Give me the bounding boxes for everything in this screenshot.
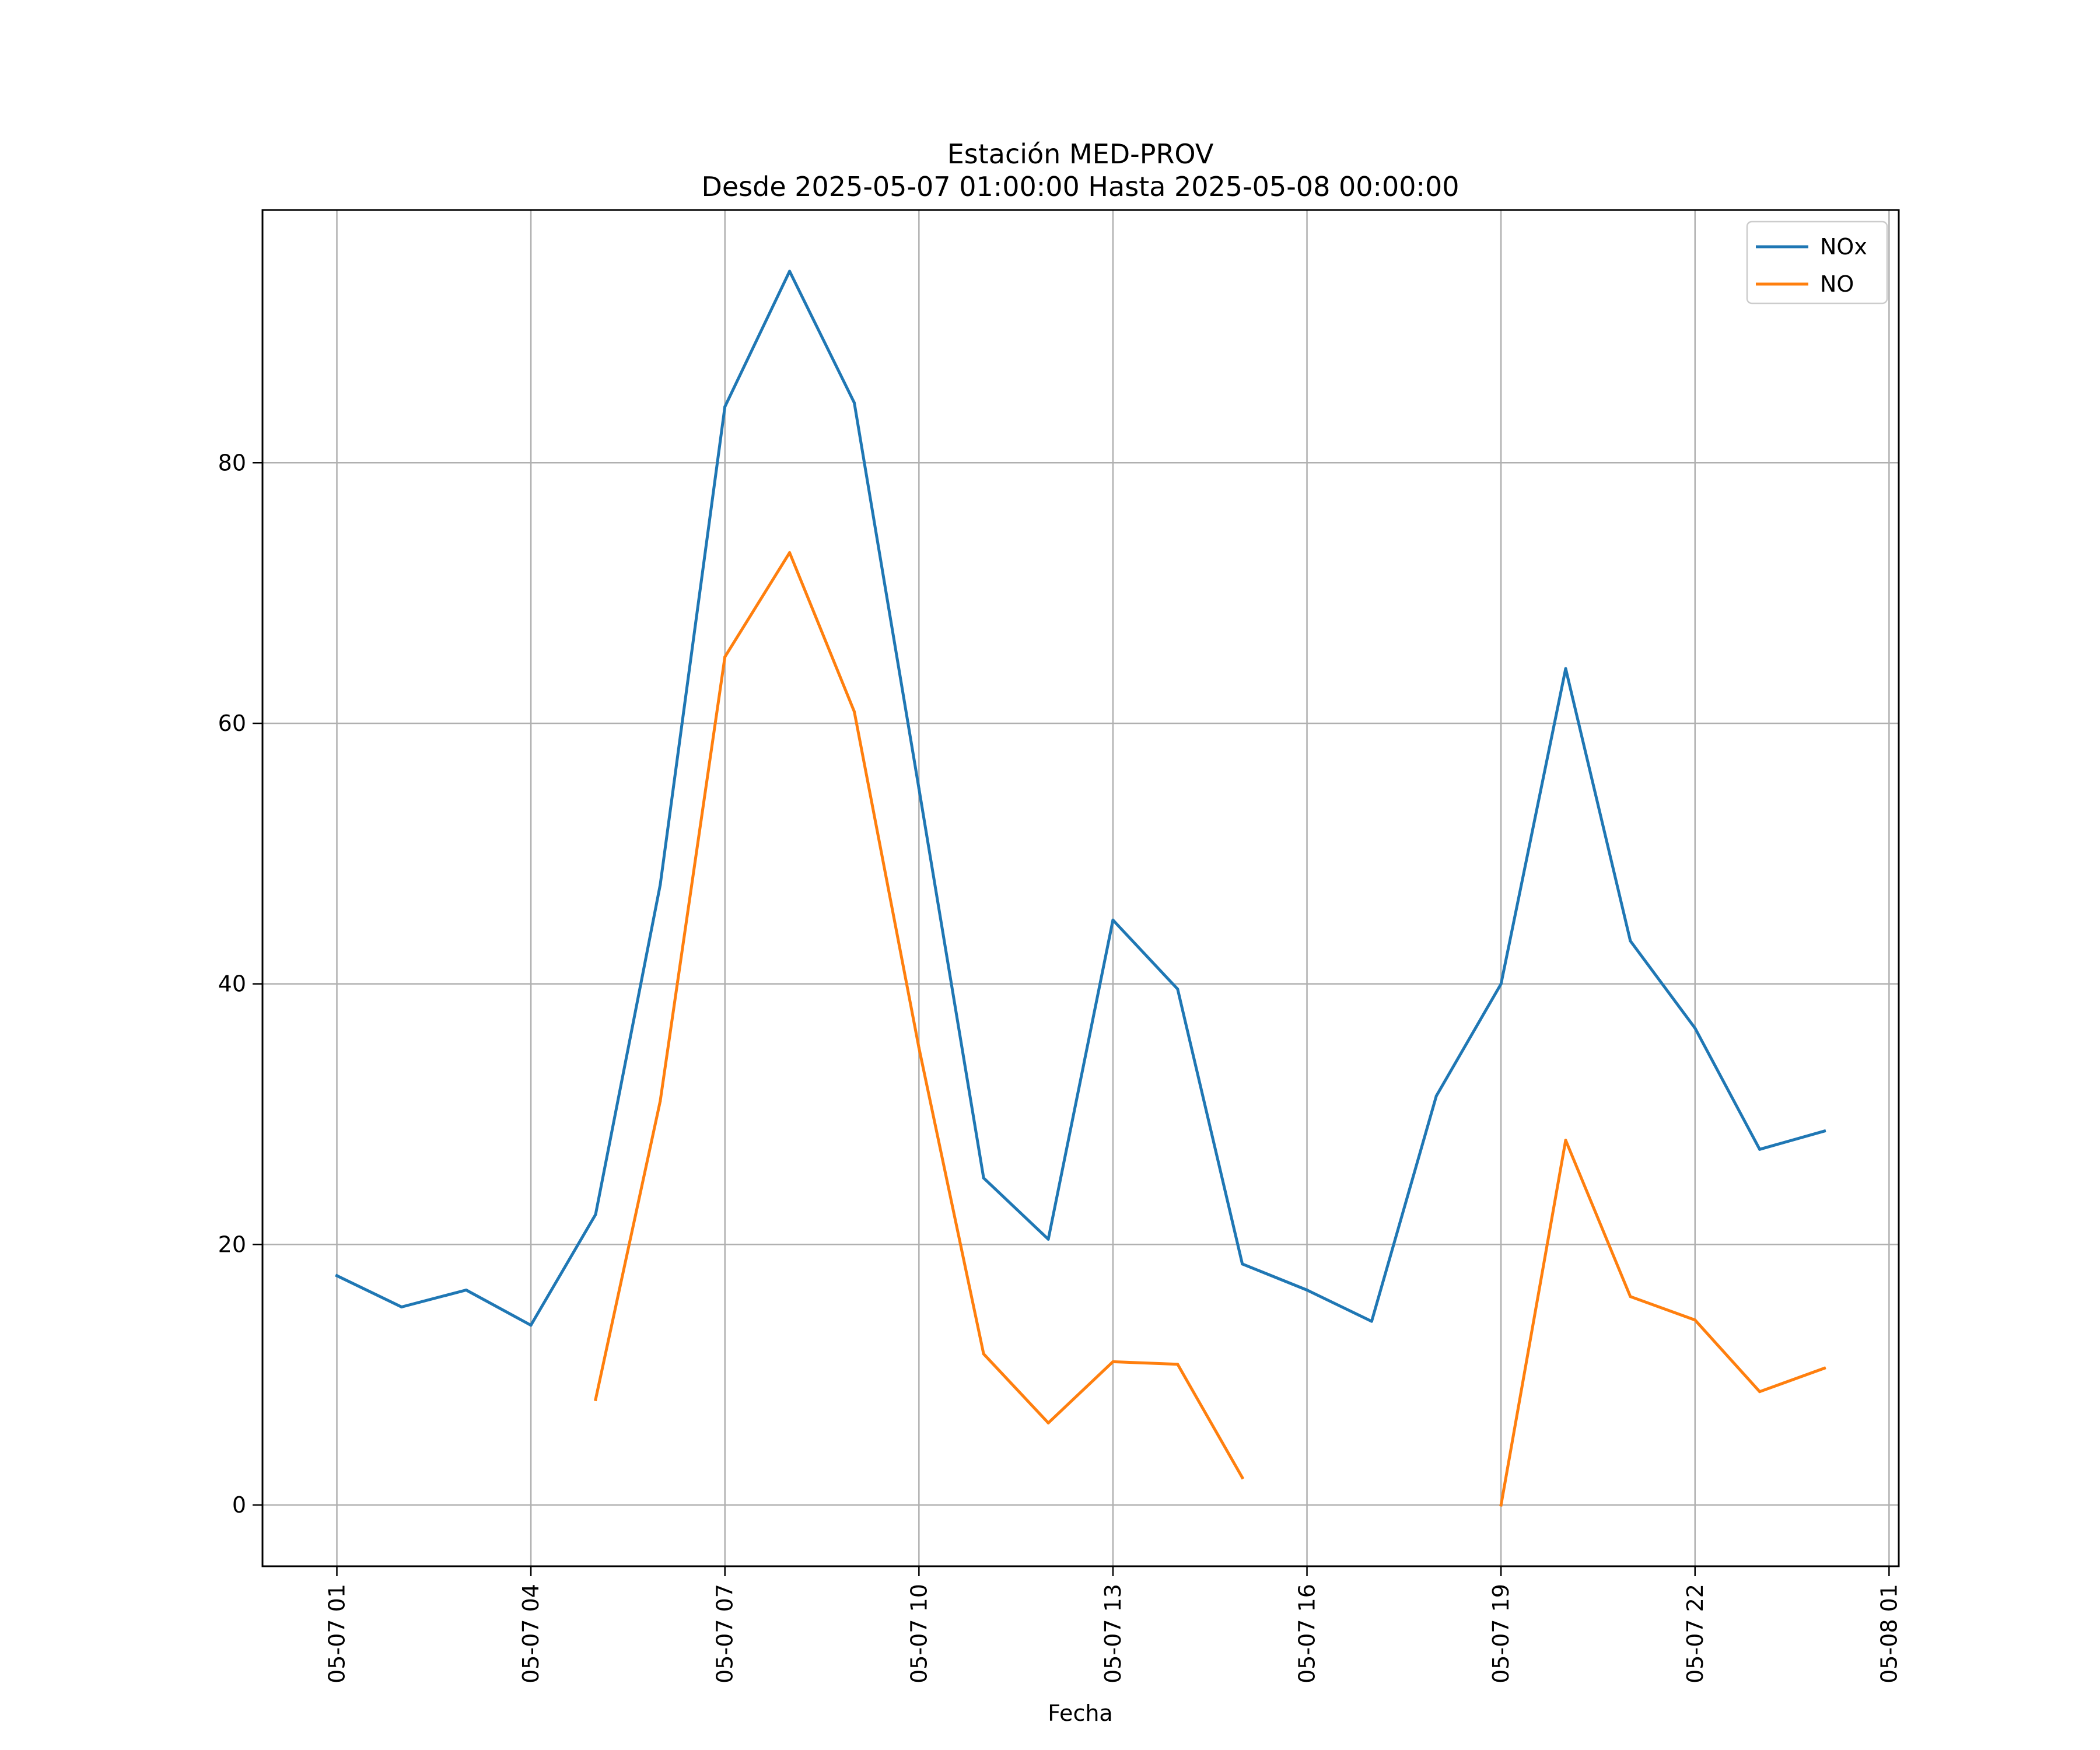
legend: NOx NO <box>1746 220 1888 304</box>
data-point-nox <box>917 787 921 790</box>
y-tick-label: 60 <box>218 710 246 736</box>
data-point-nox <box>1370 1320 1373 1323</box>
series <box>335 270 1826 1507</box>
data-point-no <box>1758 1390 1762 1394</box>
y-tick-label: 40 <box>218 971 246 997</box>
x-tick-label: 05-07 01 <box>324 1584 350 1684</box>
data-point-nox <box>1306 1289 1309 1292</box>
data-point-nox <box>335 1274 338 1278</box>
data-point-no <box>1241 1476 1244 1479</box>
x-tick-label: 05-07 07 <box>712 1584 738 1684</box>
data-point-no <box>1046 1421 1050 1424</box>
data-point-nox <box>723 405 727 408</box>
data-point-nox <box>1564 667 1567 670</box>
data-point-no <box>1111 1360 1115 1363</box>
data-point-nox <box>594 1213 597 1216</box>
data-point-no <box>1629 1295 1632 1298</box>
data-point-no <box>1693 1318 1697 1322</box>
y-tick-label: 0 <box>232 1492 246 1518</box>
ticks: 05-07 01 05-07 04 05-07 07 05-07 10 05-07 13… <box>218 450 1902 1684</box>
data-point-nox <box>852 401 856 405</box>
x-tick-label: 05-07 22 <box>1682 1584 1708 1684</box>
data-point-nox <box>1823 1129 1826 1133</box>
data-point-nox <box>1758 1147 1762 1151</box>
data-point-no <box>788 551 792 554</box>
chart-title: Estación MED-PROV <box>947 138 1214 170</box>
x-axis-label: Fecha <box>1048 1700 1112 1726</box>
x-tick-label: 05-07 04 <box>518 1584 544 1684</box>
x-tick-label: 05-07 13 <box>1100 1584 1126 1684</box>
data-point-nox <box>1176 988 1180 991</box>
data-point-nox <box>982 1176 985 1180</box>
data-point-no <box>659 1100 662 1103</box>
legend-label-nox: NOx <box>1820 234 1867 260</box>
x-tick-label: 05-07 19 <box>1488 1584 1514 1684</box>
data-point-no <box>982 1352 985 1356</box>
series-line-nox <box>335 270 1826 1327</box>
data-point-nox <box>1434 1094 1438 1098</box>
chart-subtitle: Desde 2025-05-07 01:00:00 Hasta 2025-05-… <box>701 171 1459 202</box>
data-point-no <box>1176 1363 1180 1366</box>
data-point-nox <box>1499 982 1503 986</box>
data-point-nox <box>788 270 792 273</box>
data-point-no <box>1564 1139 1567 1142</box>
data-point-nox <box>1629 939 1632 943</box>
data-point-nox <box>1241 1262 1244 1266</box>
data-point-nox <box>1693 1027 1697 1030</box>
data-point-no <box>917 1046 921 1049</box>
legend-label-no: NO <box>1820 271 1854 297</box>
data-point-no <box>594 1398 597 1401</box>
data-point-nox <box>659 883 662 887</box>
x-tick-label: 05-08 01 <box>1876 1584 1902 1684</box>
data-point-nox <box>464 1289 468 1292</box>
x-tick-label: 05-07 16 <box>1294 1584 1320 1684</box>
grid <box>262 210 1899 1566</box>
data-point-no <box>852 710 856 713</box>
x-tick-label: 05-07 10 <box>906 1584 932 1684</box>
data-point-no <box>723 655 727 659</box>
data-point-nox <box>529 1324 533 1327</box>
series-line-no <box>1499 1139 1826 1507</box>
y-tick-label: 80 <box>218 450 246 475</box>
data-point-nox <box>1046 1237 1050 1241</box>
data-point-no <box>1499 1503 1503 1507</box>
data-point-nox <box>400 1306 403 1309</box>
y-tick-label: 20 <box>218 1231 246 1257</box>
data-point-no <box>1823 1367 1826 1370</box>
plot-frame <box>261 209 1900 1567</box>
data-point-nox <box>1111 918 1115 922</box>
